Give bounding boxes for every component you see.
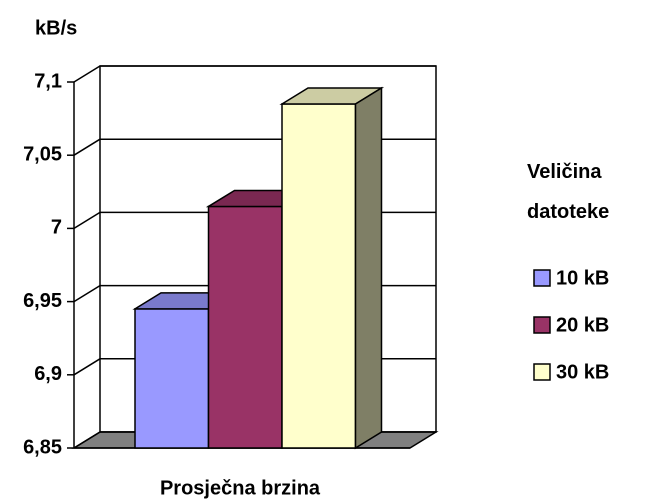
side-grid-line bbox=[73, 431, 101, 449]
bar-front bbox=[207, 205, 283, 449]
x-tick-label: Prosječna brzina bbox=[160, 477, 321, 499]
bar-top-shade bbox=[282, 87, 382, 104]
bar-side-shade bbox=[355, 87, 382, 449]
y-tick-label: 7 bbox=[51, 217, 62, 239]
y-axis-label: kB/s bbox=[35, 17, 77, 39]
bar-front bbox=[281, 103, 357, 449]
y-tick-label: 6,9 bbox=[34, 363, 62, 385]
legend-label: 20 kB bbox=[556, 314, 609, 336]
legend-swatch bbox=[533, 363, 551, 381]
legend-label: 10 kB bbox=[556, 267, 609, 289]
bar-front bbox=[134, 308, 210, 449]
side-grid-line bbox=[73, 358, 101, 376]
y-tick-label: 6,95 bbox=[23, 290, 62, 312]
y-tick-label: 7,05 bbox=[23, 143, 62, 165]
y-tick-label: 6,85 bbox=[23, 436, 62, 458]
side-grid-line bbox=[73, 65, 101, 83]
side-grid-line bbox=[73, 138, 101, 156]
side-grid-line bbox=[73, 211, 101, 230]
legend-label: 30 kB bbox=[556, 361, 609, 383]
y-tick-label: 7,1 bbox=[34, 70, 62, 92]
legend-title: Veličina datoteke bbox=[527, 161, 610, 223]
side-grid-line bbox=[73, 284, 101, 303]
legend-swatch bbox=[533, 316, 551, 334]
legend-swatch bbox=[533, 269, 551, 287]
